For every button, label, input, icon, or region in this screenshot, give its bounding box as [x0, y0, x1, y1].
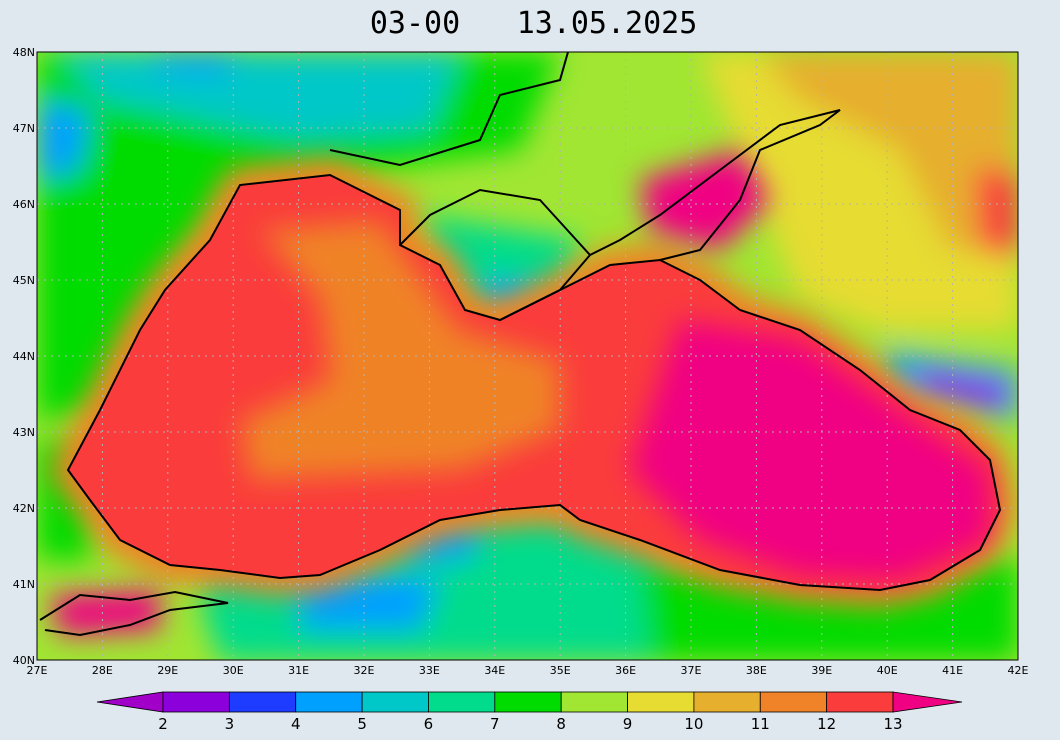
sea-coast	[66, 173, 1002, 592]
lon-label: 36E	[615, 664, 636, 677]
colorbar-label: 3	[225, 715, 235, 733]
lon-label: 35E	[550, 664, 571, 677]
lon-label: 29E	[157, 664, 178, 677]
colorbar-segment	[228, 691, 297, 713]
lon-label: 39E	[811, 664, 832, 677]
colorbar-label: 4	[291, 715, 301, 733]
colorbar-label: 10	[684, 715, 703, 733]
colorbar-segment	[826, 691, 894, 713]
colorbar-label: 11	[751, 715, 770, 733]
sea-orange	[240, 220, 560, 480]
colorbar-segment	[428, 691, 496, 713]
colorbar-segment	[162, 691, 230, 713]
field-blob	[975, 170, 1018, 260]
azov-magenta	[640, 150, 770, 250]
plot-frame	[36, 51, 1019, 661]
colorbar-segment	[361, 691, 429, 713]
colorbar-label: 12	[817, 715, 836, 733]
north-coast	[329, 52, 569, 167]
colorbar: 2 3 4 5 6 7 8 9 10 11 12 13	[96, 691, 963, 733]
colorbar-label: 13	[883, 715, 902, 733]
colorbar-label: 5	[357, 715, 367, 733]
field-blob	[920, 370, 1010, 410]
colorbar-label: 9	[623, 715, 633, 733]
colorbar-label: 6	[424, 715, 434, 733]
sea-magenta	[630, 320, 990, 580]
colorbar-segment	[693, 691, 761, 713]
lat-label: 40N	[13, 654, 35, 667]
lat-label: 46N	[13, 198, 35, 211]
colorbar-high	[892, 691, 963, 713]
marmara	[39, 590, 229, 637]
colorbar-segment	[627, 691, 695, 713]
lon-label: 38E	[746, 664, 767, 677]
field-blob	[37, 100, 90, 180]
lat-label: 45N	[13, 274, 35, 287]
sea-blobs	[50, 150, 990, 635]
coastline	[39, 52, 1002, 637]
crimea	[399, 188, 592, 321]
field-blob	[760, 52, 1018, 250]
lon-label: 34E	[484, 664, 505, 677]
colorbar-label: 7	[490, 715, 500, 733]
lat-label: 44N	[13, 350, 35, 363]
lat-label: 48N	[13, 46, 35, 59]
lon-label: 33E	[419, 664, 440, 677]
colorbar-label: 8	[556, 715, 566, 733]
colorbar-segment	[494, 691, 562, 713]
lon-label: 42E	[1008, 664, 1029, 677]
lon-label: 28E	[92, 664, 113, 677]
azov-coast	[589, 109, 841, 261]
title-date: 13.05.2025	[517, 6, 698, 41]
colorbar-low	[96, 691, 164, 713]
field-blob	[60, 52, 460, 140]
colorbar-segment	[560, 691, 628, 713]
field	[37, 52, 1018, 660]
lon-label: 40E	[877, 664, 898, 677]
lat-label: 41N	[13, 578, 35, 591]
lon-label: 31E	[288, 664, 309, 677]
lon-label: 37E	[681, 664, 702, 677]
title-time: 03-00	[370, 6, 460, 41]
axes: 27E 28E 29E 30E 31E 32E 33E 34E 35E 36E 37E 38E 39E 4…	[13, 46, 1029, 677]
lon-label: 32E	[354, 664, 375, 677]
field-blob	[150, 52, 240, 75]
colorbar-label: 2	[158, 715, 168, 733]
lon-label: 41E	[942, 664, 963, 677]
lat-label: 42N	[13, 502, 35, 515]
lat-label: 43N	[13, 426, 35, 439]
lon-label: 30E	[223, 664, 244, 677]
lat-label: 47N	[13, 122, 35, 135]
colorbar-segment	[759, 691, 828, 713]
colorbar-segment	[295, 691, 363, 713]
lon-label: 27E	[27, 664, 48, 677]
